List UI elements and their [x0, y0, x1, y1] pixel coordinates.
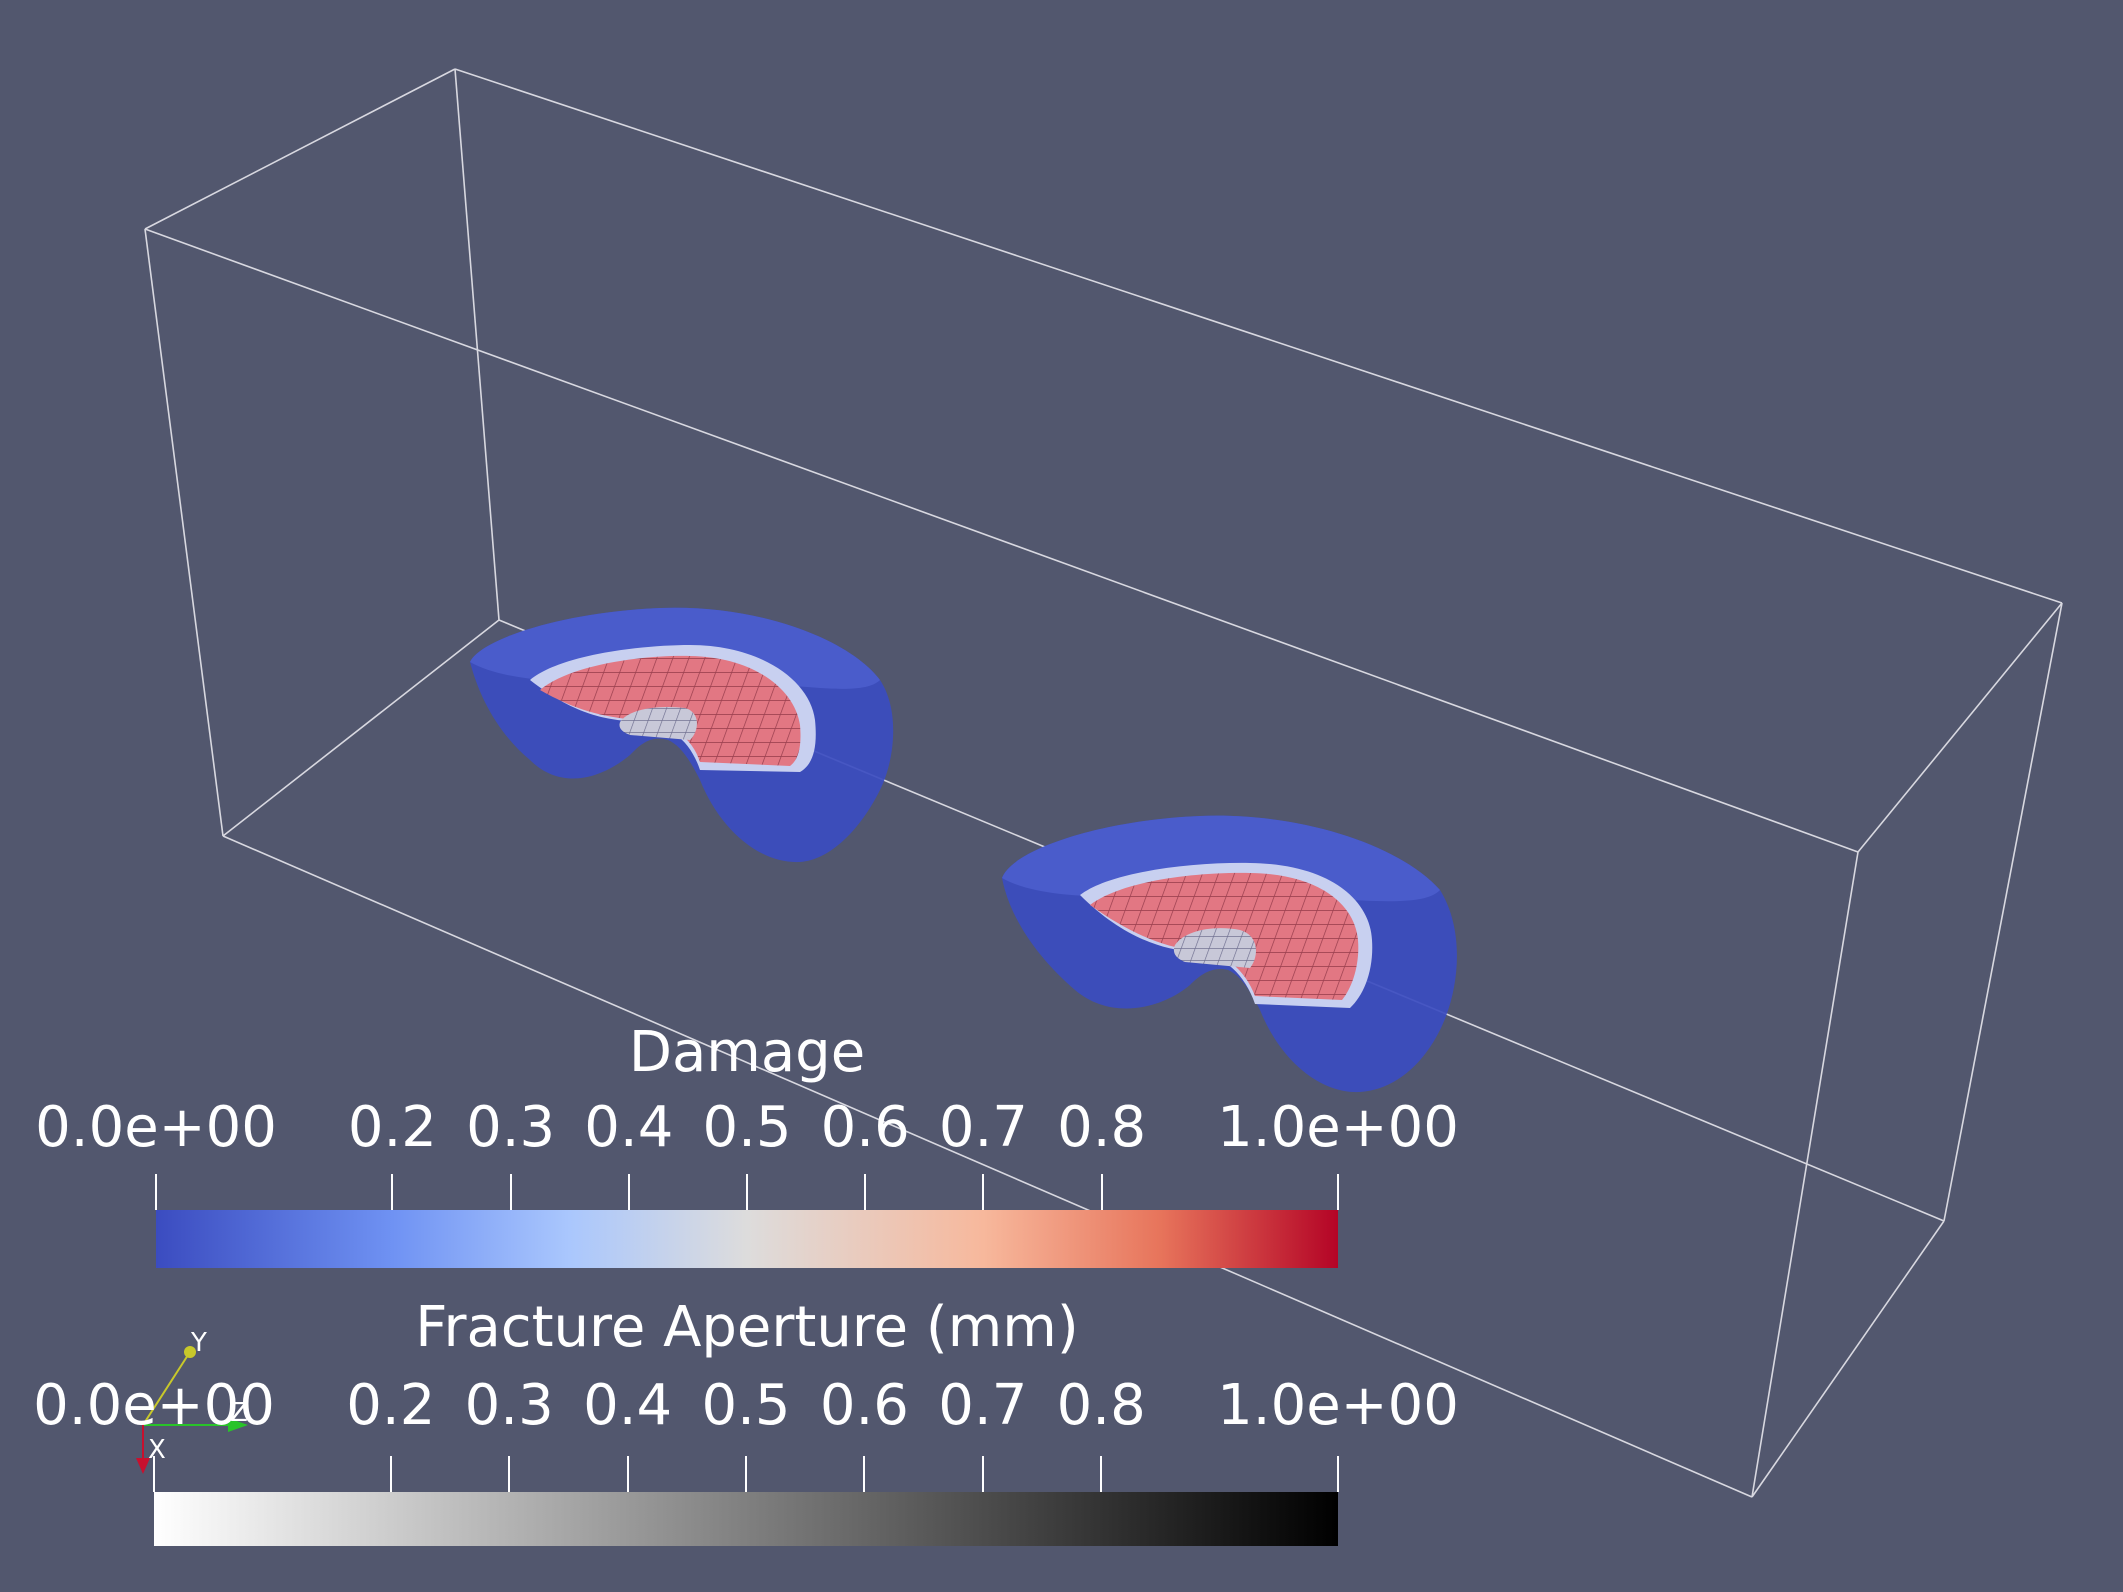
aperture-tick-mark	[508, 1456, 511, 1492]
damage-tick-label: 0.4	[584, 1095, 674, 1160]
aperture-tick-mark	[981, 1456, 984, 1492]
axis-label-x: X	[148, 1435, 166, 1465]
aperture-tick-label: 1.0e+00	[1217, 1373, 1459, 1438]
damage-tick-label: 0.6	[820, 1095, 910, 1160]
damage-tick-mark	[982, 1174, 985, 1210]
orientation-axes	[136, 1346, 248, 1474]
aperture-tick-mark	[745, 1456, 747, 1492]
damage-tick-label: 1.0e+00	[1217, 1095, 1459, 1160]
damage-tick-label: 0.3	[466, 1095, 556, 1160]
damage-tick-mark	[155, 1174, 157, 1210]
fracture-region-1	[470, 607, 894, 863]
fracture-aperture-core	[619, 706, 697, 740]
damage-colorbar-gradient	[156, 1210, 1338, 1268]
aperture-tick-mark	[626, 1456, 629, 1492]
aperture-tick-label: 0.5	[701, 1373, 791, 1438]
aperture-colorbar-title: Fracture Aperture (mm)	[415, 1295, 1079, 1360]
axis-label-z: Z	[230, 1398, 248, 1428]
fracture-aperture-core	[1173, 928, 1256, 968]
fracture-region-2	[1002, 815, 1457, 1093]
aperture-tick-label: 0.2	[346, 1373, 436, 1438]
aperture-tick-mark	[1337, 1456, 1339, 1492]
aperture-tick-mark	[863, 1456, 866, 1492]
damage-tick-mark	[509, 1174, 512, 1210]
damage-tick-mark	[391, 1174, 394, 1210]
aperture-tick-label: 0.0e+00	[33, 1373, 275, 1438]
aperture-tick-mark	[153, 1456, 155, 1492]
damage-tick-mark	[864, 1174, 867, 1210]
axis-label-y: Y	[191, 1328, 207, 1358]
aperture-tick-label: 0.7	[938, 1373, 1028, 1438]
damage-tick-mark	[746, 1174, 748, 1210]
damage-tick-label: 0.0e+00	[35, 1095, 277, 1160]
damage-tick-mark	[1337, 1174, 1339, 1210]
damage-tick-mark	[627, 1174, 630, 1210]
aperture-tick-label: 0.6	[819, 1373, 909, 1438]
damage-tick-label: 0.8	[1057, 1095, 1147, 1160]
aperture-colorbar-gradient	[154, 1492, 1338, 1546]
damage-tick-mark	[1100, 1174, 1103, 1210]
damage-tick-label: 0.7	[938, 1095, 1028, 1160]
aperture-tick-label: 0.4	[583, 1373, 673, 1438]
aperture-tick-mark	[1100, 1456, 1103, 1492]
aperture-tick-label: 0.3	[464, 1373, 554, 1438]
damage-colorbar-title: Damage	[628, 1020, 866, 1085]
aperture-tick-label: 0.8	[1056, 1373, 1146, 1438]
damage-tick-label: 0.5	[702, 1095, 792, 1160]
aperture-tick-mark	[389, 1456, 392, 1492]
damage-tick-label: 0.2	[347, 1095, 437, 1160]
bounding-box-outline	[144, 68, 2063, 1498]
